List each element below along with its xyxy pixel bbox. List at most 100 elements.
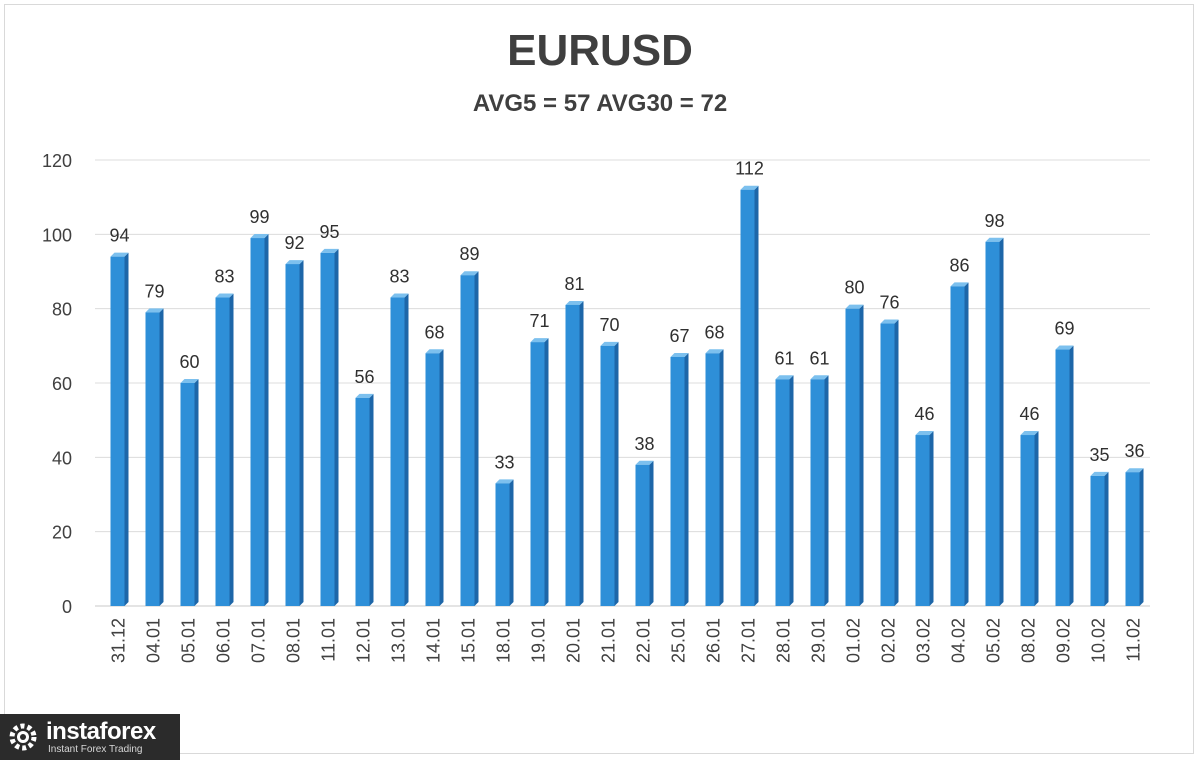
data-label: 33 [494, 452, 514, 472]
bar-top [355, 393, 374, 398]
bar [390, 297, 405, 606]
x-tick-label: 19.01 [529, 618, 549, 663]
bar-top [180, 379, 199, 383]
bar-top [1090, 471, 1109, 476]
x-tick-label: 14.01 [424, 618, 444, 663]
bar-side [1069, 345, 1074, 606]
y-tick-label: 60 [52, 374, 72, 394]
data-label: 83 [389, 267, 409, 287]
data-label: 46 [1019, 404, 1039, 424]
x-tick-label: 31.12 [109, 618, 129, 663]
data-label: 68 [704, 322, 724, 342]
data-label: 56 [354, 367, 374, 387]
bar [810, 379, 825, 606]
data-label: 69 [1054, 319, 1074, 339]
bar [635, 464, 650, 606]
data-label: 95 [319, 222, 339, 242]
data-label: 46 [914, 404, 934, 424]
x-tick-label: 08.02 [1019, 618, 1039, 663]
x-tick-label: 07.01 [249, 618, 269, 663]
bar [145, 312, 160, 606]
bar-top [775, 375, 794, 380]
bar-side [124, 252, 129, 606]
data-label: 67 [669, 326, 689, 346]
bar [1055, 349, 1070, 606]
x-tick-label: 13.01 [389, 618, 409, 663]
data-label: 61 [774, 348, 794, 368]
data-label: 60 [179, 352, 199, 372]
bar [845, 308, 860, 606]
bar [915, 435, 930, 606]
bar [285, 264, 300, 606]
bar-top [600, 341, 619, 346]
x-tick-label: 12.01 [354, 618, 374, 663]
bar-top [1125, 468, 1144, 473]
bar [215, 297, 230, 606]
chart-subtitle: AVG5 = 57 AVG30 = 72 [472, 90, 728, 117]
data-label: 79 [144, 281, 164, 301]
bar-side [824, 375, 829, 606]
bar-side [404, 293, 409, 606]
bar-top [215, 293, 234, 298]
bar-top [565, 300, 584, 305]
bar [740, 189, 755, 606]
x-tick-label: 04.02 [949, 618, 969, 663]
x-tick-label: 25.01 [669, 618, 689, 663]
x-tick-label: 27.01 [739, 618, 759, 663]
y-tick-label: 40 [52, 448, 72, 468]
bar [565, 304, 580, 606]
bar [110, 256, 125, 606]
bar-side [1139, 468, 1144, 606]
bar [880, 323, 895, 606]
bar [705, 353, 720, 606]
bar-side [754, 185, 759, 606]
bar-side [1104, 471, 1109, 606]
x-tick-label: 04.01 [144, 618, 164, 663]
x-tick-label: 28.01 [774, 618, 794, 663]
x-tick-label: 08.01 [284, 618, 304, 663]
bar-top [985, 237, 1004, 242]
data-label: 86 [949, 255, 969, 275]
data-label: 81 [564, 274, 584, 294]
data-label: 98 [984, 211, 1004, 231]
x-tick-label: 26.01 [704, 618, 724, 663]
x-tick-label: 02.02 [879, 618, 899, 663]
x-tick-label: 20.01 [564, 618, 584, 663]
bar-top [110, 252, 129, 257]
x-tick-label: 06.01 [214, 618, 234, 663]
bar-side [579, 300, 584, 606]
data-label: 70 [599, 315, 619, 335]
bar-top [845, 304, 864, 309]
data-label: 35 [1089, 445, 1109, 465]
data-label: 71 [529, 311, 549, 331]
bar-side [999, 237, 1004, 606]
bar [180, 383, 195, 606]
bar-side [229, 293, 234, 606]
x-tick-label: 01.02 [844, 618, 864, 663]
bar [950, 286, 965, 606]
data-label: 80 [844, 278, 864, 298]
bar-side [264, 234, 269, 607]
data-label: 36 [1124, 441, 1144, 461]
x-tick-label: 29.01 [809, 618, 829, 663]
x-tick-label: 03.02 [914, 618, 934, 663]
bar-side [509, 479, 514, 606]
bar-top [810, 375, 829, 380]
x-tick-label: 09.02 [1054, 618, 1074, 663]
bar-top [250, 234, 269, 239]
bar [320, 252, 335, 606]
x-tick-label: 15.01 [459, 618, 479, 663]
bar [530, 342, 545, 606]
x-tick-label: 05.02 [984, 618, 1004, 663]
x-tick-label: 21.01 [599, 618, 619, 663]
bar [1020, 435, 1035, 606]
bar [1090, 475, 1105, 606]
x-tick-label: 11.01 [319, 618, 339, 662]
bar-side [684, 352, 689, 606]
y-tick-label: 0 [62, 597, 72, 617]
data-label: 76 [879, 293, 899, 313]
bar-top [425, 349, 444, 354]
bar-side [439, 349, 444, 606]
bar-side [299, 260, 304, 606]
data-label: 61 [809, 348, 829, 368]
